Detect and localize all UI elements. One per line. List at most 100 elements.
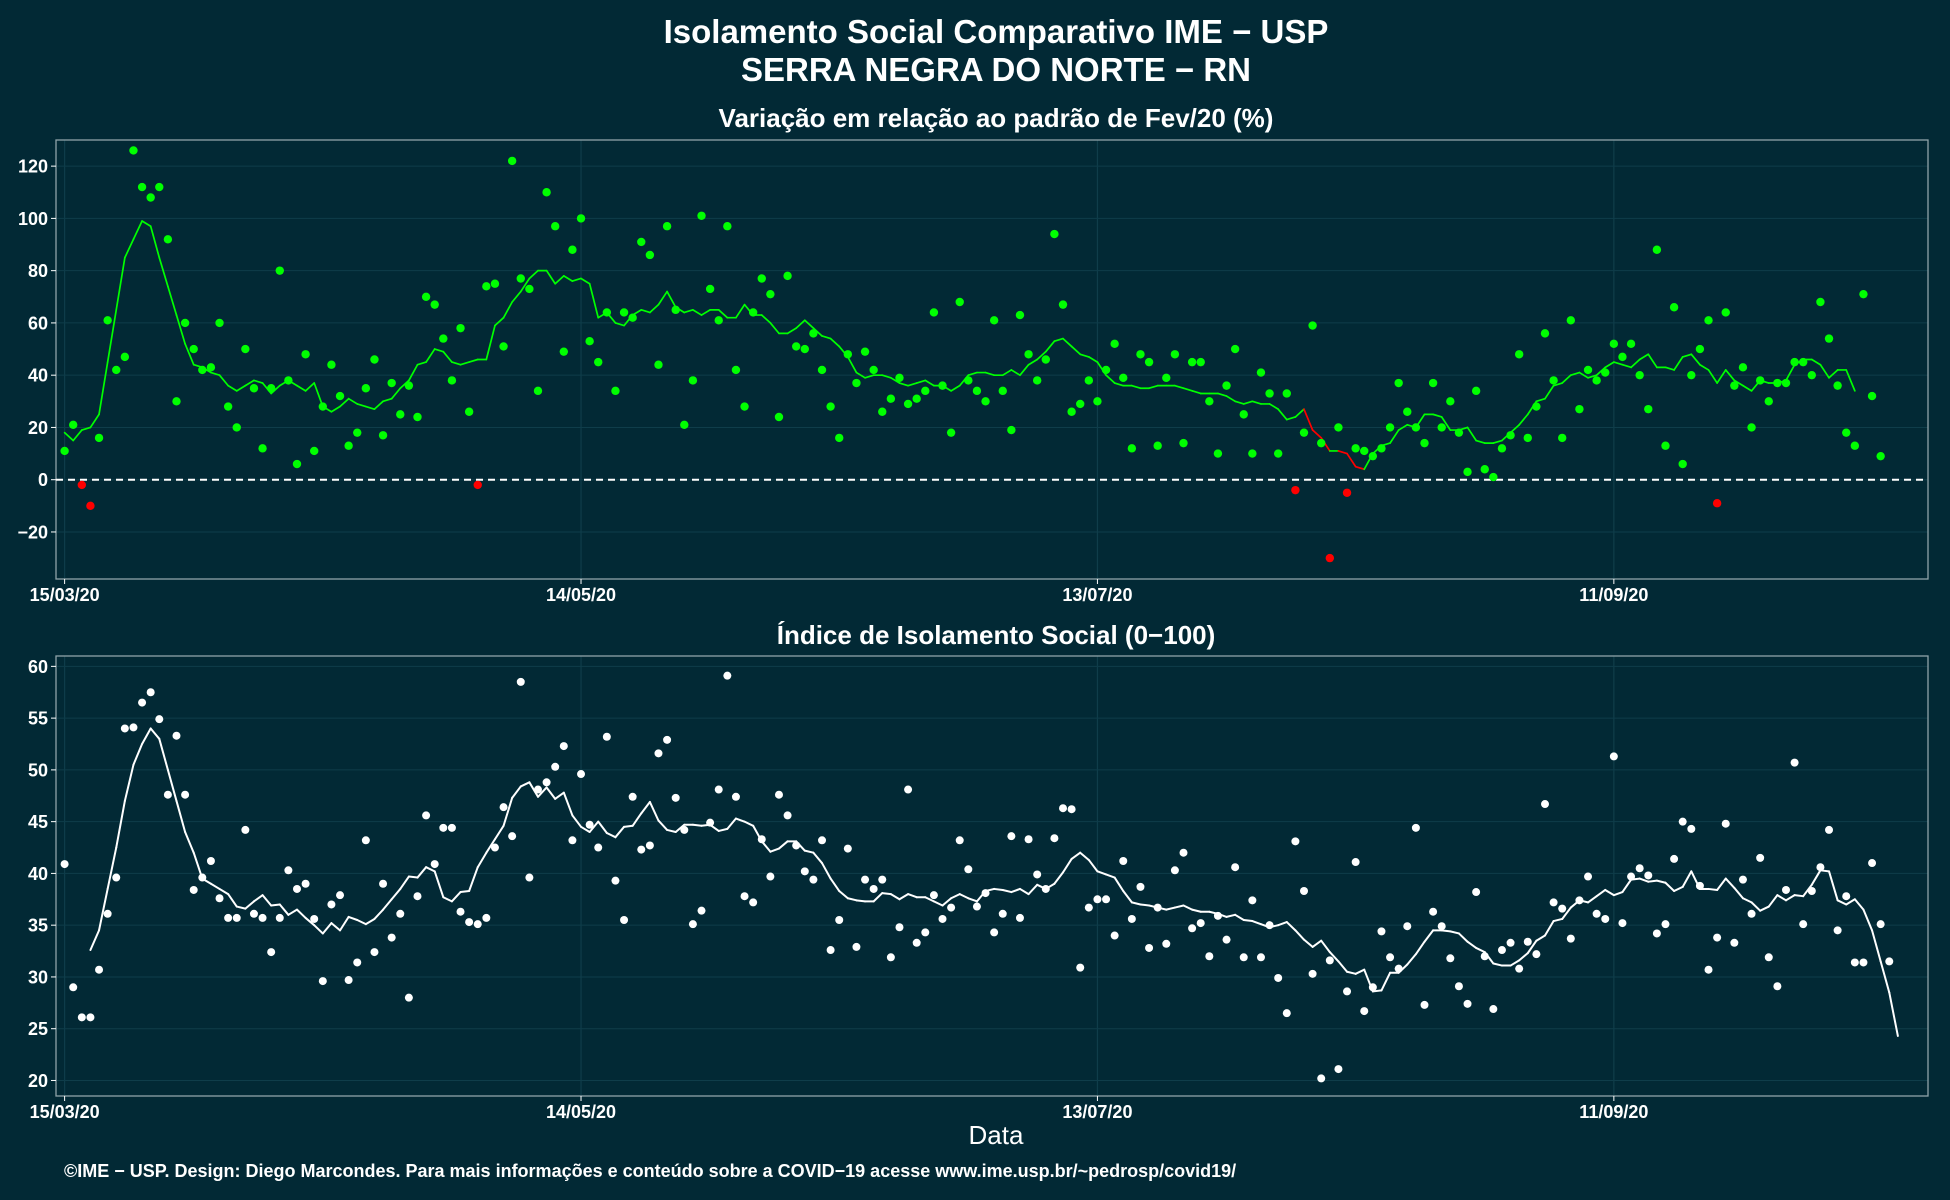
main-title-line1: Isolamento Social Comparativo IME − USP bbox=[664, 13, 1329, 50]
data-point bbox=[344, 976, 353, 985]
data-point bbox=[353, 958, 362, 967]
data-point bbox=[198, 365, 207, 375]
data-point bbox=[774, 412, 784, 422]
data-point bbox=[533, 386, 543, 396]
trend-line-segment bbox=[1449, 930, 1460, 935]
data-point bbox=[396, 410, 405, 419]
trend-line-segment bbox=[476, 851, 488, 869]
trend-line-segment bbox=[72, 429, 83, 442]
data-point bbox=[473, 920, 482, 929]
trend-line-segment bbox=[580, 277, 591, 285]
data-point bbox=[964, 865, 973, 874]
data-point bbox=[404, 381, 414, 390]
data-point bbox=[1273, 449, 1283, 458]
trend-line-segment bbox=[1346, 970, 1357, 975]
data-point bbox=[1764, 397, 1773, 406]
trend-line-segment bbox=[1638, 353, 1650, 361]
trend-line-segment bbox=[769, 847, 780, 853]
trend-line-segment bbox=[1251, 400, 1262, 405]
data-point bbox=[1041, 884, 1050, 893]
data-point bbox=[568, 836, 577, 845]
data-point bbox=[766, 289, 775, 299]
data-point bbox=[1170, 350, 1180, 359]
data-point bbox=[990, 928, 999, 937]
data-point bbox=[1377, 444, 1386, 453]
data-point bbox=[749, 898, 758, 907]
data-point bbox=[77, 1013, 86, 1022]
trend-line-segment bbox=[493, 824, 505, 841]
data-point bbox=[223, 402, 233, 411]
data-point bbox=[310, 914, 319, 923]
data-point bbox=[1781, 378, 1791, 388]
trend-line-segment bbox=[657, 290, 668, 306]
trend-line-segment bbox=[1475, 946, 1486, 954]
trend-line-segment bbox=[1595, 888, 1607, 898]
data-point bbox=[1807, 887, 1816, 896]
data-point bbox=[886, 953, 895, 962]
trend-line-segment bbox=[864, 374, 875, 379]
data-point bbox=[1523, 433, 1532, 443]
data-point bbox=[137, 182, 147, 192]
data-point bbox=[1274, 973, 1283, 982]
data-point bbox=[378, 431, 388, 440]
data-point bbox=[129, 146, 138, 155]
trend-line-segment bbox=[1724, 877, 1736, 889]
data-point bbox=[706, 818, 715, 827]
data-point bbox=[95, 965, 104, 974]
data-point bbox=[1050, 229, 1059, 239]
data-point bbox=[292, 459, 302, 469]
data-point bbox=[1386, 953, 1395, 962]
data-point bbox=[628, 313, 637, 322]
trend-line-segment bbox=[1414, 940, 1426, 956]
data-point bbox=[1291, 485, 1300, 495]
trend-line-segment bbox=[528, 269, 539, 280]
trend-line-segment bbox=[640, 800, 651, 815]
data-point bbox=[1179, 848, 1188, 857]
y-tick-label: 30 bbox=[28, 967, 48, 987]
data-point bbox=[275, 266, 284, 275]
trend-line-segment bbox=[1457, 932, 1469, 943]
data-point bbox=[1566, 934, 1575, 943]
trend-line-segment bbox=[821, 862, 832, 880]
trend-line-segment bbox=[1759, 905, 1770, 912]
data-point bbox=[1420, 1000, 1429, 1009]
data-point bbox=[1101, 365, 1111, 375]
data-point bbox=[800, 867, 809, 876]
trend-line-segment bbox=[227, 893, 238, 908]
data-point bbox=[284, 376, 293, 385]
trend-line-segment bbox=[63, 431, 75, 442]
data-point bbox=[1652, 929, 1661, 938]
data-point bbox=[215, 318, 224, 328]
data-point bbox=[1687, 824, 1696, 833]
data-point bbox=[499, 803, 508, 812]
trend-line-segment bbox=[1087, 858, 1099, 873]
data-point bbox=[1738, 875, 1747, 884]
data-point bbox=[594, 357, 603, 367]
data-point bbox=[869, 365, 878, 375]
data-point bbox=[69, 420, 78, 430]
trend-line-segment bbox=[648, 800, 660, 822]
data-point bbox=[120, 724, 129, 733]
trend-line-segment bbox=[674, 823, 686, 833]
data-point bbox=[740, 892, 749, 901]
data-point bbox=[146, 688, 155, 697]
trend-line-segment bbox=[1492, 439, 1503, 444]
data-point bbox=[1842, 892, 1851, 901]
data-point bbox=[1093, 397, 1102, 406]
trend-line-segment bbox=[511, 290, 522, 303]
trend-line-segment bbox=[1406, 953, 1417, 966]
trend-line-segment bbox=[399, 875, 410, 890]
data-point bbox=[1428, 378, 1438, 388]
data-point bbox=[938, 914, 947, 923]
trend-line-segment bbox=[1285, 921, 1297, 932]
trend-line-segment bbox=[1346, 452, 1357, 468]
trend-line-segment bbox=[407, 875, 419, 879]
data-point bbox=[292, 884, 301, 893]
data-point bbox=[1170, 866, 1179, 875]
data-point bbox=[1144, 357, 1154, 367]
trend-line-segment bbox=[1862, 908, 1874, 932]
data-point bbox=[379, 879, 388, 888]
data-point bbox=[1601, 368, 1610, 377]
data-point bbox=[861, 875, 870, 884]
trend-line-segment bbox=[1681, 353, 1693, 358]
